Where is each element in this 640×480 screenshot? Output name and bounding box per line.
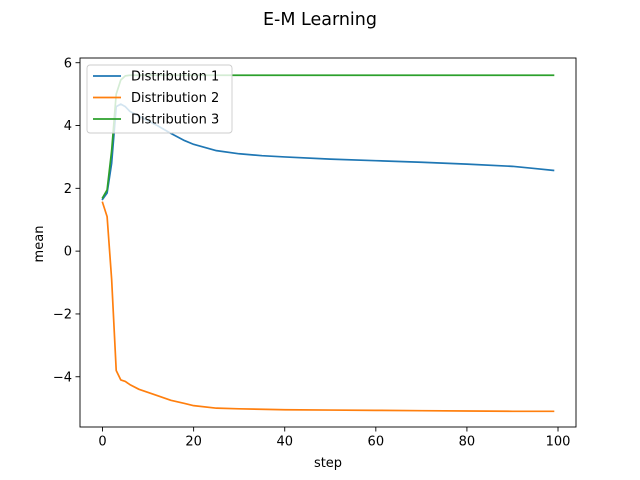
- chart-title: E-M Learning: [263, 10, 377, 30]
- axes-frame: [79, 57, 577, 428]
- x-tick-label: 80: [459, 435, 476, 450]
- x-axis: 0 20 40 60 80 100: [98, 427, 570, 450]
- y-tick-label: 4: [64, 119, 72, 134]
- y-tick-label: −4: [53, 370, 72, 385]
- series-line-2: [101, 201, 555, 413]
- x-tick-label: 0: [98, 435, 106, 450]
- y-tick-label: 6: [64, 56, 72, 71]
- legend-label-3: Distribution 3: [131, 113, 219, 128]
- legend-label-1: Distribution 1: [131, 70, 219, 85]
- y-axis: −4 −2 0 2 4 6: [53, 56, 80, 385]
- legend: Distribution 1 Distribution 2 Distribution…: [86, 64, 233, 134]
- y-axis-label: mean: [32, 226, 47, 263]
- legend-box: [86, 64, 233, 134]
- x-axis-label: step: [314, 456, 342, 471]
- y-tick-label: −2: [53, 308, 72, 323]
- x-tick-label: 40: [276, 435, 293, 450]
- x-tick-label: 20: [185, 435, 202, 450]
- x-tick-label: 100: [546, 435, 571, 450]
- legend-label-2: Distribution 2: [131, 91, 219, 106]
- y-tick-label: 2: [64, 182, 72, 197]
- y-tick-label: 0: [64, 245, 72, 260]
- x-tick-label: 60: [368, 435, 385, 450]
